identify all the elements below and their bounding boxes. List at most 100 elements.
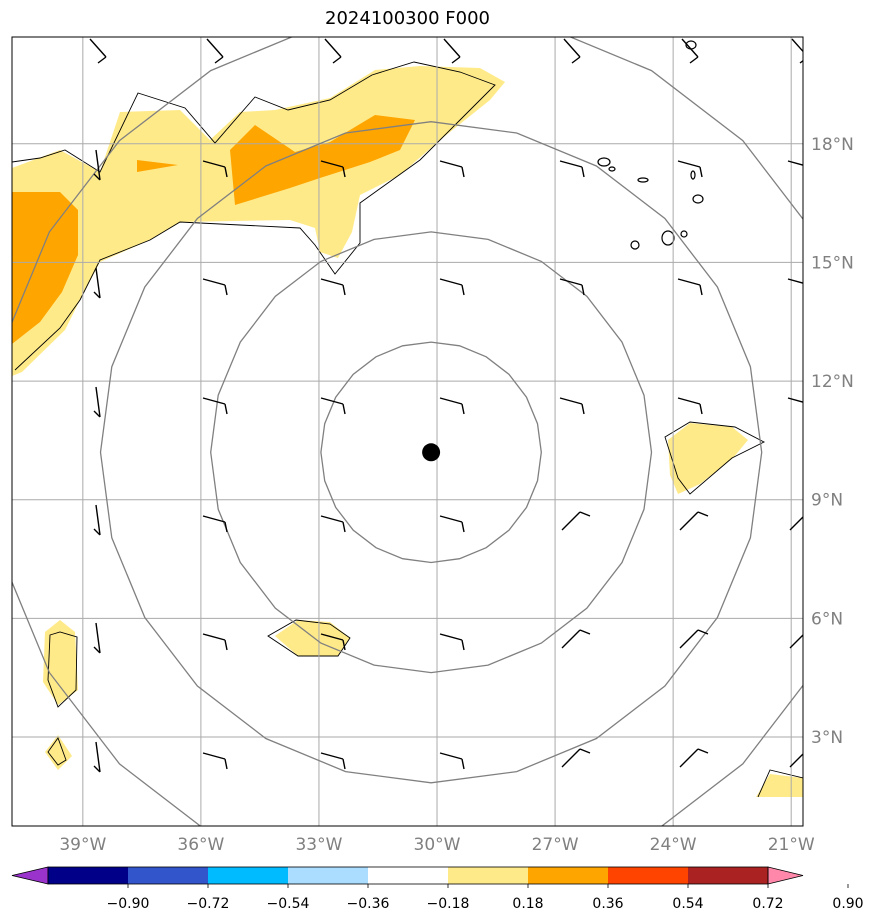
colorbar-segment — [448, 867, 529, 884]
longitude-tick-label: 33°W — [295, 835, 342, 855]
latitude-tick-label: 6°N — [811, 609, 843, 629]
islands — [597, 40, 704, 250]
colorbar-segment — [528, 867, 609, 884]
wind-barb — [439, 397, 465, 415]
colorbar-frame — [47, 866, 769, 885]
wind-barb — [677, 278, 703, 296]
range-ring — [320, 341, 542, 564]
wind-barb — [439, 633, 465, 651]
wind-barb — [677, 397, 703, 415]
wind-barb — [559, 278, 585, 296]
longitude-labels: 39°W 36°W 33°W 30°W 27°W 24°W 21°W — [59, 835, 814, 855]
contour-fill-strong — [230, 115, 415, 205]
wind-barb — [787, 160, 803, 166]
wind-barb — [324, 38, 342, 64]
wind-barb — [320, 397, 346, 415]
wind-barb — [443, 38, 461, 64]
colorbar-segment — [48, 867, 129, 884]
colorbar-segment — [208, 867, 289, 884]
wind-barb — [787, 397, 803, 403]
wind-barbs — [89, 38, 803, 773]
wind-barb — [320, 278, 346, 296]
wind-barb — [320, 160, 346, 178]
colorbar-segment — [608, 867, 689, 884]
wind-barb — [677, 160, 703, 178]
contour-fill-light — [668, 423, 748, 494]
wind-barb — [559, 397, 585, 415]
wind-barb — [561, 629, 591, 649]
wind-barb — [679, 629, 709, 649]
contour-fill-light — [12, 66, 505, 376]
longitude-tick-label: 30°W — [414, 835, 461, 855]
colorbar-tick-label: 0.72 — [752, 896, 783, 912]
colorbar-extend-max — [767, 866, 804, 885]
shaded-field — [12, 66, 803, 797]
contour-fill-strong — [137, 160, 178, 172]
wind-barb — [561, 748, 591, 768]
longitude-tick-label: 39°W — [59, 835, 106, 855]
contour-fill-light — [45, 735, 72, 770]
wind-barb — [93, 267, 101, 299]
range-rings — [12, 37, 803, 826]
wind-barb — [681, 38, 699, 64]
graticule — [12, 37, 803, 826]
wind-barb — [320, 515, 346, 533]
longitude-tick-label: 27°W — [532, 835, 579, 855]
colorbar-segment — [688, 867, 769, 884]
wind-barb — [93, 622, 101, 654]
wind-barb — [202, 397, 228, 415]
latitude-tick-label: 18°N — [811, 135, 854, 155]
wind-barb — [679, 748, 709, 768]
wind-barb — [93, 741, 101, 773]
colorbar-tick-label: 0.90 — [832, 896, 863, 912]
latitude-tick-label: 12°N — [811, 372, 854, 392]
map-frame — [11, 36, 804, 827]
wind-barb — [93, 504, 101, 536]
wind-barb — [563, 38, 581, 64]
wind-barb — [206, 38, 224, 64]
colorbar-segment — [368, 867, 449, 884]
latitude-tick-label: 9°N — [811, 491, 843, 511]
latitude-labels: 3°N 6°N 9°N 12°N 15°N 18°N — [811, 135, 854, 748]
colorbar-segment — [128, 867, 209, 884]
wind-barb — [439, 160, 465, 178]
colorbar-tick-label: −0.90 — [107, 896, 150, 912]
map-title: 2024100300 F000 — [325, 8, 490, 29]
colorbar-extend-min — [11, 866, 49, 885]
wind-barb — [789, 634, 803, 649]
wind-barb — [787, 278, 803, 284]
wind-barb — [202, 160, 228, 178]
wind-barb — [202, 515, 228, 533]
wind-barb — [439, 278, 465, 296]
colorbar-tick-label: −0.72 — [187, 896, 230, 912]
colorbar: −0.90 −0.72 −0.54 −0.36 −0.18 0.18 0.36 0.54 0.7… — [11, 866, 864, 912]
wind-barb — [559, 160, 585, 178]
wind-barb — [561, 511, 591, 531]
storm-center-marker — [422, 443, 441, 462]
latitude-tick-label: 15°N — [811, 253, 854, 273]
wind-barb — [789, 753, 803, 768]
colorbar-tick-label: −0.36 — [347, 896, 390, 912]
latitude-tick-label: 3°N — [811, 728, 843, 748]
wind-barb — [202, 633, 228, 651]
contour-lines — [12, 61, 803, 798]
wind-barb — [93, 386, 101, 418]
wind-barb — [93, 149, 101, 181]
wind-barb — [791, 38, 803, 64]
longitude-tick-label: 24°W — [650, 835, 697, 855]
wind-barb — [439, 515, 465, 533]
contour-fill-light — [43, 620, 78, 705]
wind-barb — [320, 752, 346, 770]
colorbar-tick-label: −0.18 — [427, 896, 470, 912]
wind-barb — [679, 511, 709, 531]
range-ring — [99, 121, 763, 784]
wind-barb — [320, 633, 346, 651]
colorbar-tick-label: 0.18 — [512, 896, 543, 912]
wind-barb — [89, 38, 107, 64]
colorbar-tick-label: 0.54 — [672, 896, 703, 912]
range-ring — [12, 37, 803, 826]
wind-barb — [202, 752, 228, 770]
wind-barb — [439, 752, 465, 770]
range-ring — [210, 231, 653, 674]
